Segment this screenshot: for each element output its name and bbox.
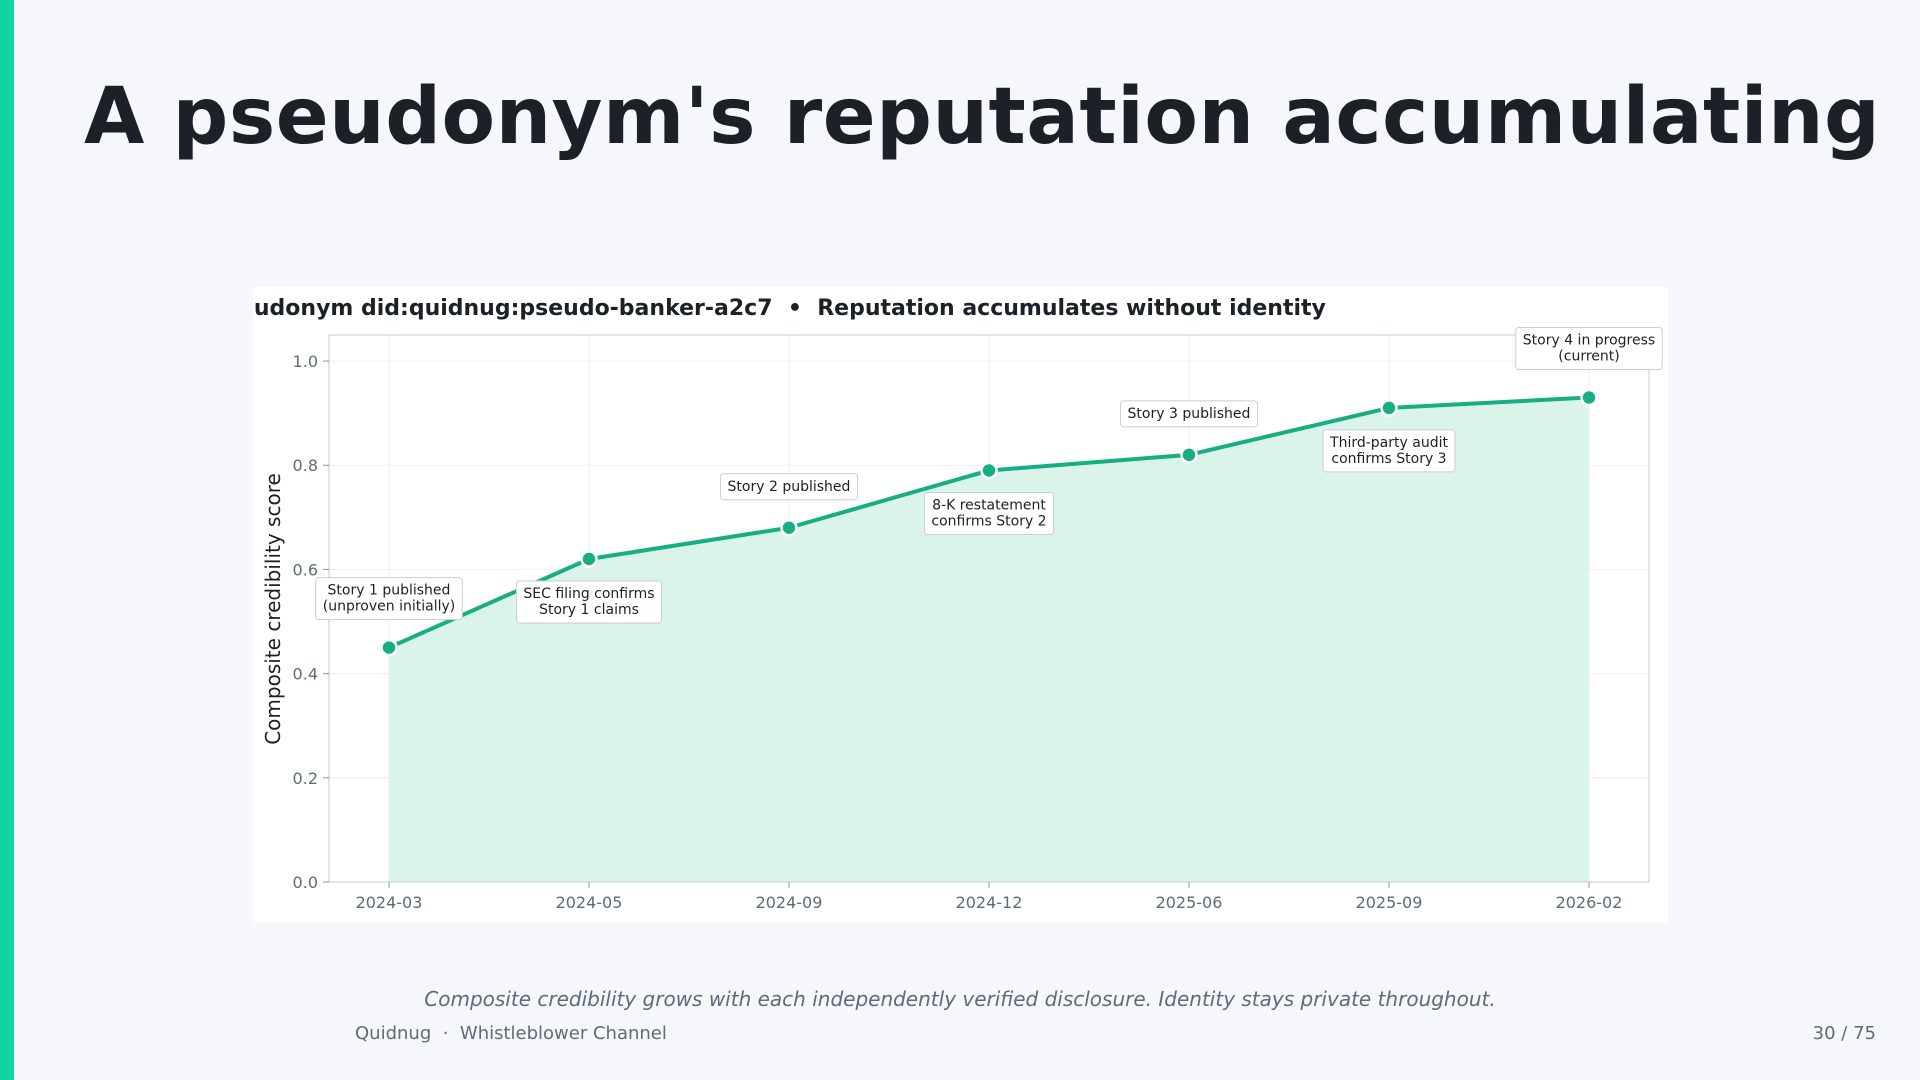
annotation-label: confirms Story 3 (1331, 451, 1446, 467)
chart-title: Pseudonym did:quidnug:pseudo-banker-a2c7… (253, 296, 1326, 321)
data-point (780, 519, 798, 537)
y-tick-label: 1.0 (293, 352, 318, 371)
slide-title: A pseudonym's reputation accumulating (84, 72, 1881, 162)
annotation: Story 4 in progress(current) (1515, 327, 1663, 371)
x-tick-label: 2024-09 (756, 893, 823, 912)
annotation-label: 8-K restatement (932, 497, 1046, 513)
footer-brand-name: Quidnug (355, 1023, 432, 1044)
annotation-label: Story 3 published (1128, 406, 1251, 422)
data-point (1580, 388, 1598, 407)
footer-brand: Quidnug · Whistleblower Channel (355, 1023, 667, 1044)
x-tick-label: 2024-05 (556, 893, 623, 912)
annotation-box (923, 491, 1055, 535)
annotation-box (315, 577, 463, 621)
chart-card: 0.0 0.2 0.4 0.6 0.8 1.0 2024-03 2024-05 2024-09 2… (253, 287, 1668, 922)
slide-caption: Composite credibility grows with each in… (424, 987, 1496, 1011)
data-point (1380, 399, 1398, 417)
y-tick-label: 0.6 (293, 560, 318, 579)
x-tick-label: 2025-09 (1356, 893, 1423, 912)
data-point (580, 550, 598, 568)
accent-bar (0, 0, 14, 1080)
ticks-layer: 0.0 0.2 0.4 0.6 0.8 1.0 2024-03 2024-05 2024-09 2… (293, 352, 1623, 912)
y-tick-label: 0.4 (293, 665, 318, 684)
x-tick-label: 2025-06 (1156, 893, 1223, 912)
credibility-chart: 0.0 0.2 0.4 0.6 0.8 1.0 2024-03 2024-05 2024-09 2… (253, 296, 1663, 912)
points-layer (380, 388, 1598, 657)
y-axis-label: Composite credibility score (261, 473, 285, 745)
annotation-label: Story 4 in progress (1523, 333, 1655, 349)
data-point (380, 638, 398, 657)
annotation-box (1120, 400, 1258, 428)
x-tick-label: 2024-03 (356, 893, 423, 912)
y-tick-label: 0.2 (293, 769, 318, 788)
annotation: Story 2 published (720, 473, 858, 501)
annotation-label: Story 1 published (328, 583, 451, 599)
annotation-label: (current) (1558, 349, 1619, 365)
annotation-box (720, 473, 858, 501)
annotation-box (1515, 327, 1663, 371)
x-tick-label: 2026-02 (1556, 893, 1623, 912)
annotations-layer: Story 1 published(unproven initially) SEC… (315, 327, 1663, 624)
y-tick-label: 0.8 (293, 456, 318, 475)
annotation: Story 3 published (1120, 400, 1258, 428)
area-fill (389, 397, 1589, 882)
data-point (1180, 446, 1198, 464)
annotation-label: confirms Story 2 (931, 513, 1046, 529)
footer-separator: · (442, 1023, 449, 1044)
annotation-box (1322, 429, 1456, 473)
data-point (980, 461, 998, 480)
footer-section-name: Whistleblower Channel (459, 1023, 667, 1044)
annotation-box (515, 580, 663, 624)
annotation-label: Story 1 claims (539, 602, 639, 618)
annotation-label: Story 2 published (728, 479, 851, 495)
annotation: Story 1 published(unproven initially) (315, 577, 463, 621)
annotation-label: Third-party audit (1329, 435, 1448, 451)
x-tick-label: 2024-12 (956, 893, 1023, 912)
y-tick-label: 0.0 (293, 873, 318, 892)
annotation-label: (unproven initially) (323, 599, 455, 615)
page-number: 30 / 75 (1812, 1023, 1876, 1044)
annotation-label: SEC filing confirms (523, 586, 654, 602)
